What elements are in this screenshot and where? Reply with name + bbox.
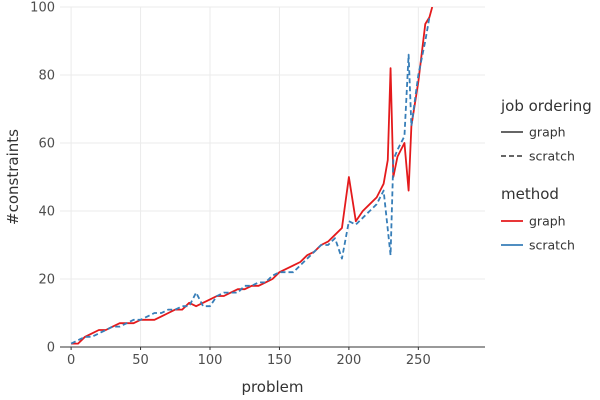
y-tick-label: 100 [30, 1, 55, 16]
x-axis-title: problem [241, 378, 303, 396]
legend-label-scratch-linetype: scratch [529, 149, 575, 164]
y-tick-label: 20 [38, 273, 55, 288]
x-tick-label: 100 [198, 353, 223, 368]
legend-label-graph-linetype: graph [529, 125, 566, 140]
x-tick-label: 50 [132, 353, 149, 368]
y-axis-title: #constraints [4, 129, 22, 225]
x-tick-label: 0 [67, 353, 75, 368]
series-group [70, 7, 434, 345]
legend-title-job-ordering: job ordering [500, 97, 592, 115]
x-tick-label: 250 [406, 353, 431, 368]
grid-lines [60, 6, 485, 348]
legend-title-method: method [501, 185, 559, 203]
series-line-scratch [70, 17, 431, 345]
legend-label-scratch-method: scratch [529, 238, 575, 253]
x-tick-label: 200 [336, 353, 361, 368]
legend: job ordering graph scratch method graph scrat… [500, 97, 592, 253]
series-line-graph [71, 7, 434, 345]
y-tick-label: 80 [38, 69, 55, 84]
legend-label-graph-method: graph [529, 214, 566, 229]
y-tick-label: 0 [47, 341, 55, 356]
y-tick-label: 40 [38, 205, 55, 220]
x-tick-label: 150 [267, 353, 292, 368]
y-tick-label: 60 [38, 137, 55, 152]
